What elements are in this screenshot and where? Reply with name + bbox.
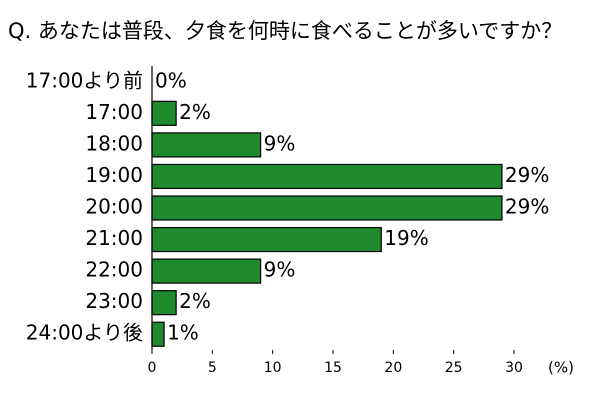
x-tick-label: 10 — [264, 360, 282, 376]
value-label: 1% — [167, 321, 199, 345]
value-label: 9% — [264, 131, 296, 155]
value-label: 0% — [155, 68, 187, 92]
bar — [151, 163, 503, 190]
value-label: 29% — [505, 163, 549, 187]
x-tick-label: 20 — [384, 360, 402, 376]
value-label: 19% — [384, 226, 428, 250]
bar — [151, 100, 177, 126]
x-axis-label: (%) — [548, 359, 574, 377]
bar — [151, 195, 503, 221]
y-tick-label: 17:00 — [85, 100, 143, 124]
y-tick-label: 17:00より前 — [26, 68, 143, 92]
bar — [151, 258, 262, 284]
value-label: 2% — [179, 100, 211, 124]
y-tick-label: 23:00 — [85, 289, 143, 313]
value-label: 2% — [179, 289, 211, 313]
y-tick-label: 20:00 — [85, 195, 143, 219]
value-label: 29% — [505, 195, 549, 219]
x-tick-label: 25 — [445, 360, 463, 376]
y-tick-label: 18:00 — [85, 131, 143, 155]
value-label: 9% — [264, 258, 296, 282]
bar — [151, 226, 382, 253]
chart-title: Q. あなたは普段、夕食を何時に食べることが多いですか？ — [8, 19, 562, 43]
x-tick-label: 0 — [148, 360, 157, 376]
bar — [151, 290, 177, 316]
x-tick-label: 15 — [324, 360, 342, 376]
y-tick-label: 24:00より後 — [26, 321, 143, 345]
bar — [151, 132, 262, 158]
y-tick-label: 22:00 — [85, 258, 143, 282]
y-tick-label: 19:00 — [85, 163, 143, 187]
y-tick-label: 21:00 — [85, 226, 143, 250]
x-tick-label: 5 — [208, 360, 217, 376]
bar — [151, 321, 165, 347]
x-tick-label: 30 — [505, 360, 523, 376]
